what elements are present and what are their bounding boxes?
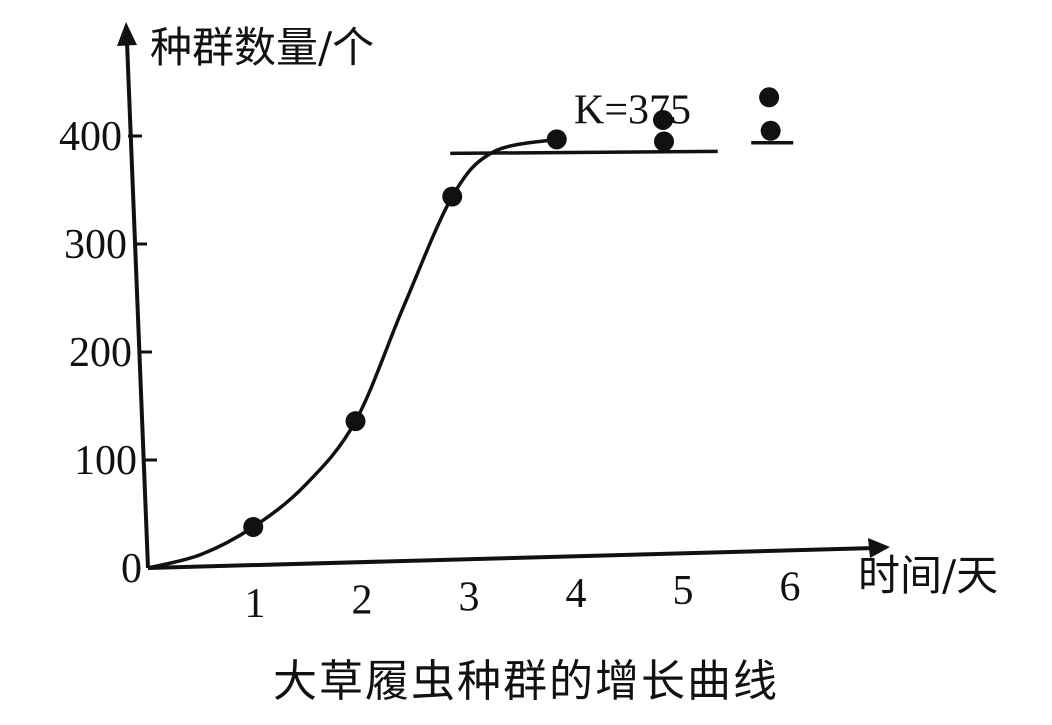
y-tick-label: 400 xyxy=(59,114,122,160)
y-tick-label: 100 xyxy=(74,438,137,484)
k-reference-line xyxy=(450,149,718,156)
x-tick-label: 3 xyxy=(459,574,480,620)
x-axis xyxy=(147,546,876,570)
k-reference-line-group: K=375 xyxy=(450,87,794,156)
y-tick-label: 300 xyxy=(64,222,127,268)
x-tick-label: 2 xyxy=(352,578,373,624)
axes: 种群数量/个 时间/天 xyxy=(117,22,998,600)
y-axis xyxy=(125,41,150,569)
data-point xyxy=(442,186,463,207)
ticks: 1 2 3 4 5 6 0 100 200 300 400 xyxy=(59,114,801,627)
data-point xyxy=(654,131,674,152)
data-point xyxy=(243,516,264,537)
x-tick-label: 6 xyxy=(780,565,801,611)
growth-curve xyxy=(147,137,558,570)
x-tick-label: 4 xyxy=(566,571,587,617)
data-point xyxy=(760,120,781,141)
y-axis-arrow xyxy=(117,22,137,46)
k-label: K=375 xyxy=(574,87,691,133)
y-tick-label: 200 xyxy=(69,330,132,376)
x-tick-label: 1 xyxy=(245,581,266,627)
x-axis-title: 时间/天 xyxy=(858,551,998,600)
data-points xyxy=(243,87,781,537)
chart-caption: 大草履虫种群的增长曲线 xyxy=(273,656,779,707)
data-point xyxy=(345,411,366,432)
data-point xyxy=(653,109,673,130)
y-axis-title: 种群数量/个 xyxy=(150,23,374,72)
data-point xyxy=(759,87,780,108)
x-tick-label: 5 xyxy=(673,568,694,614)
x-axis-arrow xyxy=(868,538,890,558)
y-tick-label: 0 xyxy=(121,546,142,592)
data-point xyxy=(546,129,567,150)
